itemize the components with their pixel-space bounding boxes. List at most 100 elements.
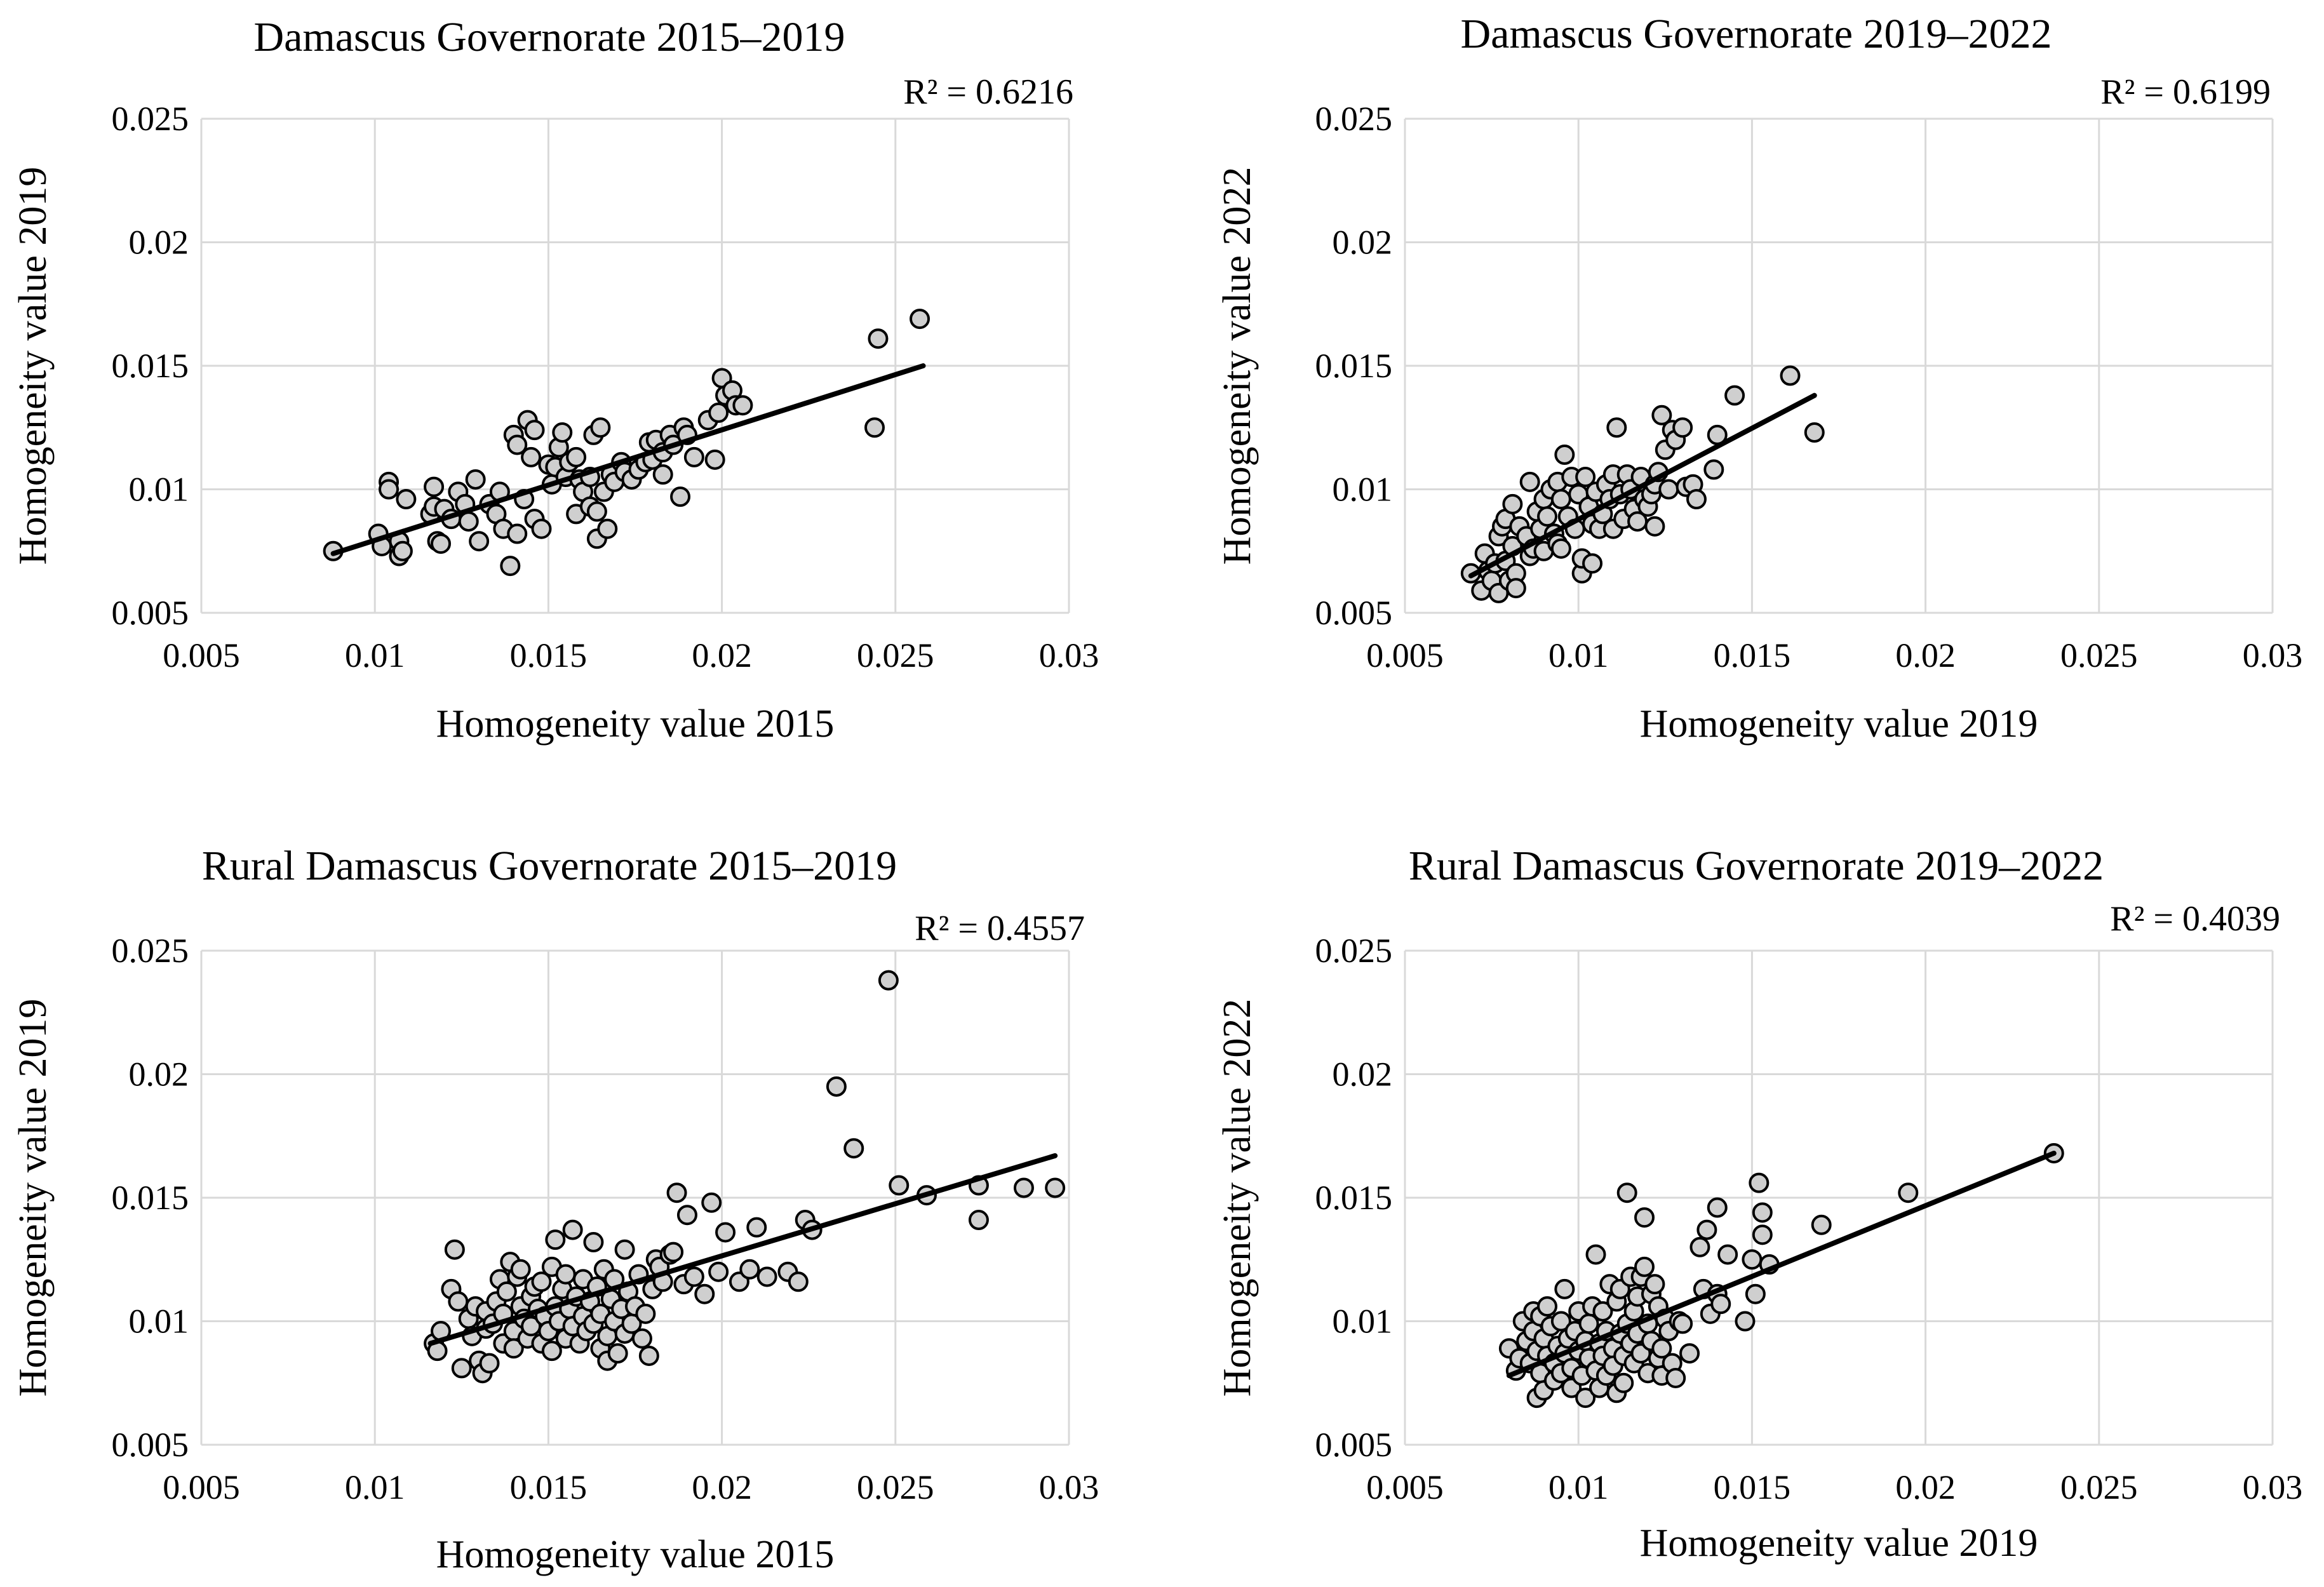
chart-damascus-2015-2019: 0.005 0.01 0.015 0.02 0.025 0.03 0.005 0.01 0.01… [11,14,1099,746]
trendline [1506,1150,2057,1379]
y-tick-label: 0.005 [1315,594,1393,632]
x-axis-label: Homogeneity value 2019 [1640,702,2038,746]
trendline [1468,392,1817,579]
x-tick-label: 0.015 [1714,1468,1791,1506]
chart-title: Damascus Governorate 2019–2022 [1460,11,2052,57]
data-point [631,1328,652,1349]
data-point [566,446,587,467]
data-point [1644,516,1665,537]
data-point [1703,459,1724,480]
data-point [715,1222,736,1243]
data-point [1550,489,1571,510]
chart-rural-damascus-2015-2019: 0.005 0.01 0.015 0.02 0.025 0.03 0.005 0.01 0.01… [11,843,1099,1576]
data-point [683,446,704,467]
data-point [889,1175,910,1196]
x-tick-label: 0.025 [857,636,934,674]
data-point [1679,1343,1700,1364]
y-axis-label: Homogeneity value 2022 [1216,999,1259,1397]
data-point [843,1138,864,1159]
x-tick-label: 0.03 [2243,1468,2303,1506]
data-point [1585,1244,1606,1265]
x-tick-label: 0.015 [1714,636,1791,674]
data-point [507,434,528,455]
chart-title: Damascus Governorate 2015–2019 [253,14,845,60]
data-point [583,1232,604,1253]
data-point [868,328,889,349]
y-axis-label: Homogeneity value 2019 [11,999,55,1397]
data-point [1634,1207,1655,1228]
data-point [732,395,753,416]
chart-title: Rural Damascus Governorate 2015–2019 [202,843,897,889]
y-tick-label: 0.015 [112,347,189,385]
data-point [521,446,542,467]
data-point [1045,1177,1066,1198]
x-tick-label: 0.01 [1548,1468,1609,1506]
data-point [586,501,607,522]
data-point [704,449,725,470]
data-point [1554,445,1575,465]
data-point [531,1271,552,1292]
data-point [496,1281,517,1302]
data-point [1811,1214,1832,1235]
data-point [1804,422,1825,443]
y-tick-label: 0.01 [129,471,189,509]
y-tick-label: 0.015 [1315,1179,1393,1217]
y-tick-label: 0.02 [129,1055,189,1094]
x-tick-label: 0.005 [163,636,240,674]
data-point [1575,1388,1596,1409]
data-point [1616,1182,1637,1203]
data-point [1665,1367,1686,1388]
data-point [1550,538,1571,559]
x-tick-label: 0.01 [345,1468,405,1506]
x-tick-label: 0.025 [857,1468,934,1506]
data-point [756,1266,777,1287]
data-point [708,402,729,423]
y-tick-label: 0.01 [1333,1302,1393,1341]
chart-title: Rural Damascus Governorate 2019–2022 [1409,843,2104,889]
y-tick-label: 0.02 [1333,224,1393,262]
y-tick-label: 0.025 [112,100,189,138]
data-point [590,417,611,438]
y-tick-label: 0.025 [112,932,189,970]
data-point [1749,1172,1770,1193]
data-point [1651,1338,1672,1359]
data-point [1717,1244,1738,1265]
data-point [1519,471,1540,492]
data-point [1013,1177,1034,1198]
data-point [1742,1249,1763,1270]
x-tick-label: 0.02 [692,1468,752,1506]
data-point [424,476,445,497]
y-tick-label: 0.025 [1315,100,1393,138]
r-squared-label: R² = 0.4039 [2110,899,2280,939]
data-point [708,1261,729,1282]
data-point [1735,1311,1756,1332]
data-point [1658,479,1679,500]
data-point [500,556,521,577]
data-point [670,486,691,507]
data-point [451,1358,472,1379]
x-tick-label: 0.025 [2060,1468,2138,1506]
data-point [531,518,552,539]
data-point [448,1291,469,1312]
data-point [555,1264,576,1285]
data-point [1672,417,1693,438]
data-point [510,1259,531,1280]
x-tick-label: 0.015 [510,1468,588,1506]
data-point [1745,1283,1766,1304]
data-point [1672,1313,1693,1334]
data-point [479,1353,500,1374]
data-point [878,970,899,991]
x-tick-label: 0.005 [1366,636,1444,674]
x-tick-label: 0.03 [1039,636,1099,674]
x-axis-label: Homogeneity value 2015 [436,1533,835,1576]
data-point [1606,417,1627,438]
data-point [1537,506,1558,527]
data-point [701,1192,722,1213]
data-point [1575,467,1596,488]
x-axis-label: Homogeneity value 2015 [436,702,835,746]
y-tick-label: 0.015 [1315,347,1393,385]
x-tick-label: 0.005 [1366,1468,1444,1506]
data-point [1582,553,1603,574]
data-point [392,540,413,561]
data-point [458,511,479,532]
